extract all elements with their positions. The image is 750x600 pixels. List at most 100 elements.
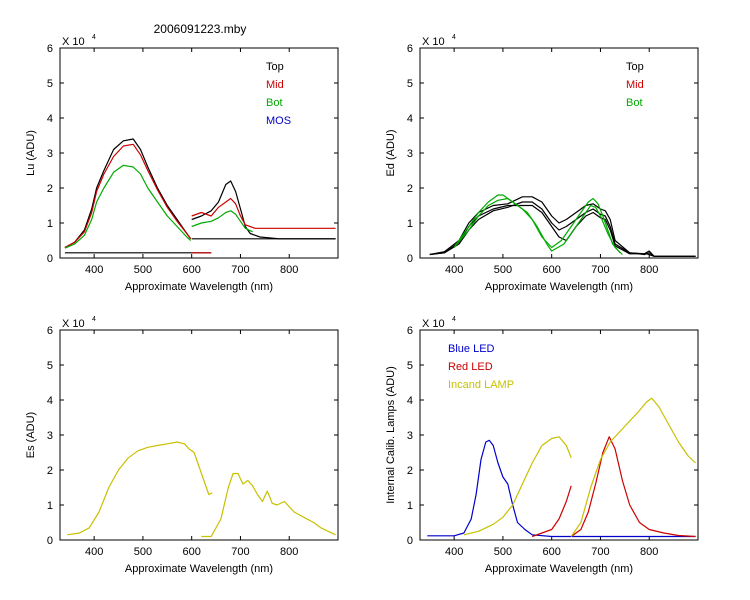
y-tick-label: 4 (407, 395, 413, 407)
y-tick-label: 5 (47, 360, 53, 372)
y-tick-label: 6 (47, 43, 53, 55)
y-tick-label: 5 (47, 78, 53, 90)
y-tick-label: 2 (407, 465, 413, 477)
chart-es: 0 1 2 3 4 5 6 400 500 600 700 800 X 10 4 Approximate W… (25, 316, 339, 575)
y-tick-label: 1 (47, 500, 53, 512)
x-tick-label: 800 (280, 546, 298, 558)
x-tick-label: 700 (231, 264, 249, 276)
x-tick-label: 500 (494, 546, 512, 558)
series-group (427, 397, 697, 538)
series-line-mid (64, 143, 192, 249)
x-tick-label: 800 (280, 264, 298, 276)
y-tick-label: 4 (407, 113, 413, 125)
y-tick-label: 3 (407, 148, 413, 160)
series-group (64, 138, 336, 254)
series-line-es (67, 441, 213, 536)
legend-entry: Bot (266, 97, 283, 109)
x-tick-label: 600 (183, 264, 201, 276)
x-tick-label: 600 (543, 264, 561, 276)
y-tick-label: 0 (47, 253, 53, 265)
series-line-incand-lamp (463, 436, 572, 536)
series-line-top (191, 180, 336, 240)
y-tick-label: 0 (407, 253, 413, 265)
series-line-mid (191, 197, 336, 229)
x-tick-label: 400 (445, 264, 463, 276)
series-line-red-led (570, 436, 696, 538)
y-tick-label: 3 (407, 430, 413, 442)
y-tick-label: 6 (407, 43, 413, 55)
y-tick-label: 5 (407, 360, 413, 372)
exponent-power: 4 (452, 34, 456, 41)
y-axis-label: Lu (ADU) (25, 130, 37, 176)
x-tick-label: 500 (134, 546, 152, 558)
exponent-label: X 10 (62, 318, 85, 330)
exponent-label: X 10 (62, 36, 85, 48)
series-group (67, 441, 336, 538)
series-group (429, 194, 696, 257)
x-axis-label: Approximate Wavelength (nm) (485, 281, 633, 293)
x-tick-label: 400 (445, 546, 463, 558)
series-line-top-c (429, 204, 696, 257)
series-line-top (64, 138, 192, 249)
plot-frame (419, 47, 699, 259)
legend-entry: Blue LED (448, 343, 495, 355)
legend-entry: Red LED (448, 361, 493, 373)
y-tick-label: 0 (407, 535, 413, 547)
x-tick-label: 600 (183, 546, 201, 558)
y-tick-label: 1 (47, 218, 53, 230)
legend-entry: Bot (626, 97, 643, 109)
y-tick-label: 6 (47, 325, 53, 337)
y-tick-label: 5 (407, 78, 413, 90)
x-tick-label: 800 (640, 264, 658, 276)
x-tick-label: 700 (231, 546, 249, 558)
plot-frame (59, 329, 339, 541)
x-tick-label: 700 (591, 264, 609, 276)
series-line-red-led (531, 485, 572, 538)
chart-lu: 0 1 2 3 4 5 6 400 500 600 700 800 X 10 4 Approximate W… (25, 34, 339, 293)
y-tick-label: 3 (47, 430, 53, 442)
legend-entry: Top (266, 61, 284, 73)
exponent-power: 4 (92, 34, 96, 41)
x-axis-label: Approximate Wavelength (nm) (125, 563, 273, 575)
chart-ed: 0 1 2 3 4 5 6 400 500 600 700 800 X 10 4 Approximate W… (385, 34, 699, 293)
y-tick-label: 0 (47, 535, 53, 547)
exponent-power: 4 (92, 316, 96, 323)
x-axis-label: Approximate Wavelength (nm) (125, 281, 273, 293)
series-line-es (201, 472, 336, 538)
series-line-top-b (429, 196, 696, 257)
y-tick-label: 4 (47, 113, 53, 125)
plot-frame (59, 47, 339, 259)
y-axis-label: Internal Calib. Lamps (ADU) (385, 366, 397, 504)
y-tick-label: 2 (47, 465, 53, 477)
y-tick-label: 2 (407, 183, 413, 195)
x-tick-label: 500 (494, 264, 512, 276)
x-tick-label: 400 (85, 264, 103, 276)
figure-title: 2006091223.mby (154, 22, 247, 36)
series-line-incand-lamp (570, 397, 697, 537)
x-tick-label: 400 (85, 546, 103, 558)
legend-entry: Mid (266, 79, 284, 91)
x-tick-label: 700 (591, 546, 609, 558)
y-tick-label: 4 (47, 395, 53, 407)
y-tick-label: 1 (407, 218, 413, 230)
series-line-bot-a (453, 194, 621, 254)
legend-entry: MOS (266, 115, 291, 127)
x-tick-label: 800 (640, 546, 658, 558)
legend-entry: Mid (626, 79, 644, 91)
series-line-bot-b (453, 197, 623, 255)
x-tick-label: 600 (543, 546, 561, 558)
y-axis-label: Ed (ADU) (385, 129, 397, 176)
series-line-bot (191, 210, 253, 233)
y-tick-label: 3 (47, 148, 53, 160)
x-tick-label: 500 (134, 264, 152, 276)
y-axis-label: Es (ADU) (25, 412, 37, 458)
y-tick-label: 6 (407, 325, 413, 337)
series-line-bot (64, 164, 192, 249)
x-axis-label: Approximate Wavelength (nm) (485, 563, 633, 575)
y-tick-label: 1 (407, 500, 413, 512)
chart-lamps: 0 1 2 3 4 5 6 400 500 600 700 800 X 10 4 Approximate W… (385, 316, 699, 575)
exponent-label: X 10 (422, 318, 445, 330)
exponent-label: X 10 (422, 36, 445, 48)
legend-entry: Incand LAMP (448, 379, 514, 391)
